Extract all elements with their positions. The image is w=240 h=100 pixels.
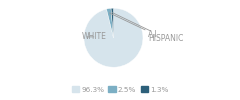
- Text: A.I.: A.I.: [109, 13, 160, 38]
- Wedge shape: [107, 8, 114, 38]
- Wedge shape: [111, 8, 114, 38]
- Text: WHITE: WHITE: [81, 32, 106, 41]
- Legend: 96.3%, 2.5%, 1.3%: 96.3%, 2.5%, 1.3%: [69, 83, 171, 95]
- Text: HISPANIC: HISPANIC: [112, 13, 183, 43]
- Wedge shape: [84, 8, 143, 67]
